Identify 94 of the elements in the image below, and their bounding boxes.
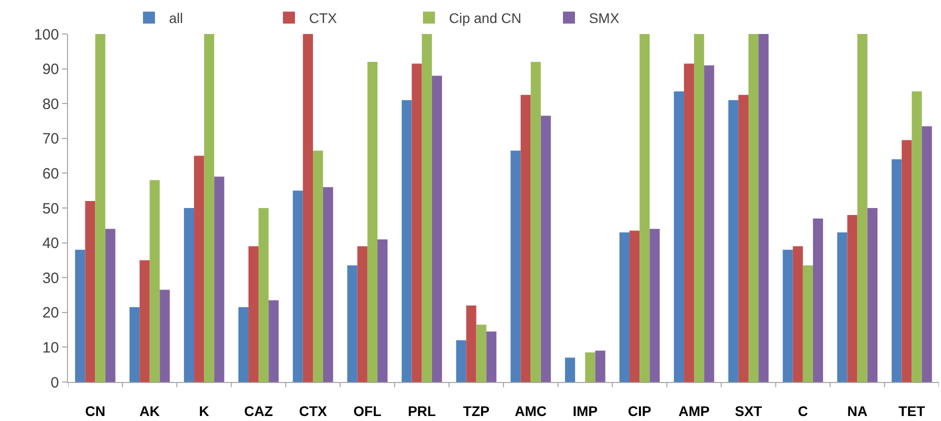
bar — [268, 300, 279, 382]
bar — [312, 150, 324, 382]
y-tick-label: 70 — [42, 130, 59, 148]
bar — [456, 340, 466, 382]
legend-label: Cip and CN — [448, 10, 522, 26]
bar — [357, 246, 368, 382]
x-tick-label: K — [199, 402, 210, 419]
bar — [347, 265, 358, 382]
bar — [802, 265, 813, 382]
bar — [95, 34, 106, 382]
bar — [650, 228, 660, 382]
y-tick-label: 50 — [42, 200, 59, 218]
x-tick-label: TZP — [463, 402, 490, 419]
bar — [595, 350, 606, 382]
bar — [476, 324, 486, 382]
y-tick-label: 60 — [42, 165, 59, 182]
legend-label: all — [168, 10, 183, 26]
bar — [422, 34, 432, 382]
bar — [892, 159, 902, 382]
bar — [258, 208, 269, 382]
bar — [466, 305, 476, 382]
x-tick-label: CIP — [628, 402, 652, 419]
bar — [530, 62, 541, 382]
bar — [184, 208, 194, 382]
bar — [585, 352, 596, 382]
bar — [912, 91, 922, 382]
bar — [738, 94, 748, 382]
x-tick-label: SXT — [734, 402, 763, 419]
bar — [248, 246, 259, 382]
bar — [758, 34, 769, 382]
x-tick-label: CTX — [298, 402, 328, 419]
bar — [292, 190, 303, 382]
bar — [412, 64, 422, 382]
y-tick-label: 90 — [42, 61, 59, 78]
x-tick-label: AMC — [514, 402, 547, 419]
bar — [105, 228, 116, 382]
bar — [486, 332, 496, 382]
bar — [694, 34, 704, 382]
bar — [674, 91, 684, 382]
bar — [922, 126, 932, 382]
y-tick-label: 30 — [42, 270, 59, 287]
y-tick-label: 80 — [42, 96, 59, 113]
bar — [565, 358, 576, 382]
bar — [748, 34, 759, 382]
bar — [782, 250, 793, 382]
x-tick-label: TET — [898, 402, 926, 419]
bar — [402, 100, 412, 382]
bar — [520, 94, 531, 382]
bar — [812, 218, 824, 382]
bar — [857, 34, 868, 382]
legend-label: CTX — [308, 10, 338, 26]
y-tick-label: 20 — [42, 304, 59, 322]
bar — [85, 201, 96, 382]
x-tick-label: AMP — [678, 402, 710, 419]
bar — [150, 180, 160, 382]
x-tick-label: OFL — [353, 402, 382, 419]
x-tick-label: NA — [847, 402, 868, 419]
bar — [704, 65, 714, 382]
x-tick-label: CN — [85, 402, 106, 419]
bar — [377, 239, 388, 382]
y-tick-label: 0 — [50, 374, 59, 392]
bar — [619, 232, 630, 382]
bar — [367, 62, 378, 382]
bar — [728, 100, 738, 382]
bar — [540, 116, 551, 382]
bar — [902, 140, 912, 382]
bar — [432, 76, 442, 382]
bar — [214, 176, 224, 382]
y-tick-label: 100 — [34, 26, 59, 44]
bar — [194, 156, 204, 382]
bar — [630, 230, 640, 382]
bar — [684, 64, 694, 382]
x-tick-label: C — [798, 402, 808, 419]
bar — [204, 34, 214, 382]
legend-label: SMX — [588, 10, 620, 26]
bar — [847, 214, 858, 382]
x-tick-label: IMP — [572, 402, 598, 419]
bar — [140, 260, 150, 382]
bar — [75, 250, 86, 382]
bar — [640, 34, 650, 382]
bar — [792, 246, 803, 382]
bar — [130, 307, 140, 382]
bar — [323, 187, 334, 382]
bar — [238, 307, 248, 382]
x-tick-label: CAZ — [244, 402, 274, 419]
bar — [160, 290, 170, 382]
bar — [837, 232, 848, 382]
y-tick-label: 10 — [42, 339, 59, 356]
x-tick-label: AK — [140, 402, 160, 419]
bar — [867, 208, 878, 382]
bar — [510, 150, 521, 382]
bar — [302, 34, 313, 382]
x-tick-label: PRL — [408, 402, 436, 419]
y-tick-label: 40 — [42, 235, 59, 252]
